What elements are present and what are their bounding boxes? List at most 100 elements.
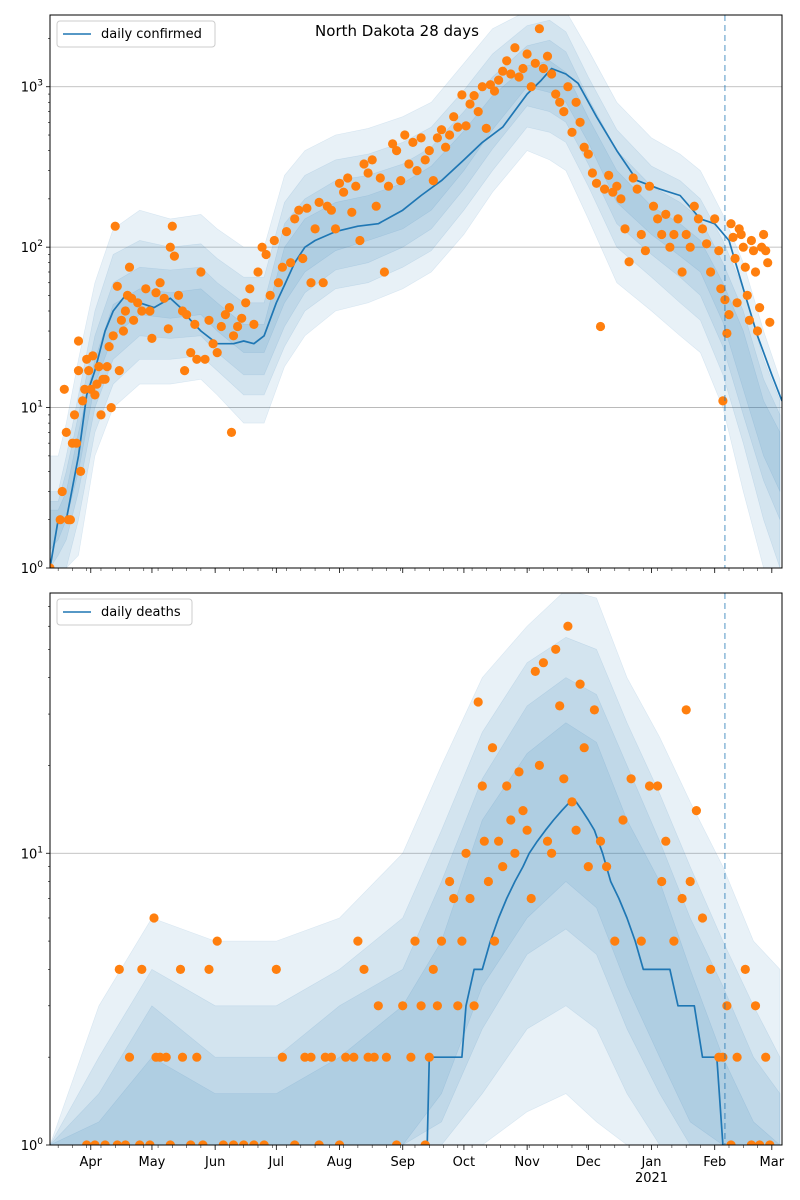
- data-point: [547, 848, 557, 858]
- data-point: [702, 239, 712, 249]
- data-point: [245, 284, 255, 294]
- confirmed-legend: daily confirmed: [56, 20, 216, 48]
- data-point: [716, 284, 726, 294]
- data-point: [722, 1001, 732, 1011]
- y-tick-label: 102: [21, 239, 43, 256]
- data-point: [71, 438, 82, 448]
- data-point: [78, 396, 88, 406]
- data-point: [198, 1140, 208, 1145]
- data-point: [559, 774, 569, 784]
- data-point: [257, 242, 267, 252]
- data-point: [351, 181, 361, 191]
- data-point: [69, 410, 80, 420]
- data-point: [192, 354, 202, 364]
- data-point: [373, 1001, 383, 1011]
- data-point: [765, 1140, 775, 1145]
- y-tick-label: 103: [21, 79, 43, 96]
- data-point: [477, 781, 487, 791]
- data-point: [112, 281, 122, 291]
- data-point: [559, 107, 569, 117]
- x-tick-year-label: 2021: [635, 1171, 668, 1186]
- data-point: [392, 1140, 402, 1145]
- data-point: [330, 224, 341, 234]
- data-point: [73, 336, 84, 346]
- confidence-band: [50, 15, 781, 568]
- data-point: [233, 321, 243, 332]
- data-point: [640, 246, 651, 256]
- data-point: [290, 1140, 300, 1145]
- data-point: [392, 146, 402, 156]
- x-tick-label: Aug: [327, 1155, 352, 1170]
- data-point: [135, 1140, 145, 1145]
- data-point: [416, 1001, 426, 1011]
- data-point: [294, 205, 304, 215]
- data-point: [400, 130, 410, 140]
- data-point: [381, 1052, 391, 1062]
- data-point: [436, 936, 447, 946]
- data-point: [298, 253, 308, 264]
- data-point: [224, 303, 234, 313]
- data-point: [149, 913, 159, 923]
- data-point: [277, 262, 287, 272]
- data-point: [314, 197, 324, 207]
- data-point: [118, 326, 128, 336]
- data-point: [302, 203, 312, 213]
- data-point: [583, 149, 593, 159]
- data-point: [710, 214, 720, 224]
- deaths-plot-frame: [49, 592, 783, 1146]
- data-point: [271, 964, 281, 975]
- legend-label: daily confirmed: [101, 27, 202, 42]
- confidence-band: [50, 636, 781, 1145]
- data-point: [273, 278, 283, 288]
- data-point: [65, 515, 75, 525]
- data-point: [502, 781, 512, 791]
- data-point: [602, 862, 612, 872]
- data-point: [343, 173, 353, 183]
- data-point: [379, 267, 389, 277]
- data-point: [473, 697, 483, 707]
- data-point: [677, 267, 687, 277]
- data-point: [657, 229, 667, 240]
- data-point: [740, 964, 750, 975]
- data-point: [306, 1052, 316, 1062]
- data-point: [432, 133, 442, 143]
- data-point: [334, 178, 345, 188]
- data-point: [347, 207, 357, 217]
- median-line: [426, 801, 724, 1145]
- data-point: [249, 1140, 259, 1145]
- data-point: [259, 1140, 269, 1145]
- data-point: [644, 781, 655, 791]
- data-point: [653, 214, 663, 224]
- data-point: [147, 333, 157, 343]
- data-point: [76, 466, 86, 476]
- data-point: [186, 348, 196, 358]
- data-point: [436, 125, 447, 135]
- data-point: [326, 1052, 336, 1062]
- x-tick-label: Apr: [80, 1155, 103, 1170]
- data-point: [481, 123, 491, 133]
- data-point: [129, 315, 139, 325]
- data-point: [718, 1052, 728, 1062]
- data-point: [208, 339, 218, 349]
- data-point: [167, 221, 177, 231]
- data-point: [722, 328, 732, 338]
- data-point: [82, 1140, 92, 1145]
- data-point: [755, 303, 765, 313]
- data-point: [226, 427, 237, 437]
- data-point: [398, 1001, 408, 1011]
- data-point: [526, 82, 536, 92]
- data-point: [691, 806, 702, 816]
- data-point: [445, 876, 455, 887]
- data-point: [750, 267, 761, 277]
- data-point: [604, 170, 614, 180]
- data-point: [424, 146, 434, 156]
- confidence-band: [50, 677, 781, 1145]
- data-point: [746, 1140, 756, 1145]
- x-tick-label: May: [139, 1155, 166, 1170]
- data-point: [494, 75, 504, 85]
- data-point: [165, 1140, 175, 1145]
- data-point: [310, 224, 320, 234]
- data-point: [339, 187, 349, 197]
- data-point: [551, 644, 561, 654]
